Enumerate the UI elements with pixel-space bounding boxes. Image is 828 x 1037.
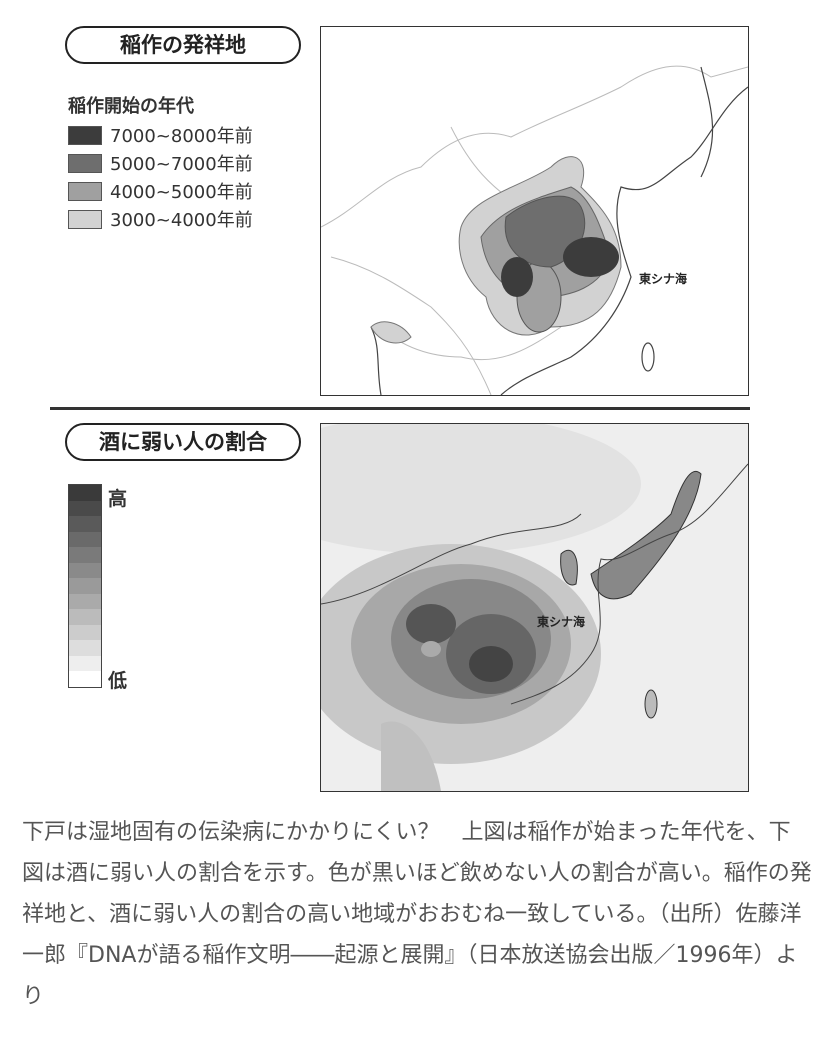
legend-title: 稲作開始の年代 (68, 96, 194, 117)
alcohol-sensitivity-map: 東シナ海 (320, 423, 749, 792)
intensity-scale (68, 484, 102, 688)
scale-low-label: 低 (108, 670, 128, 692)
legend-label: 3000~4000年前 (110, 210, 253, 231)
legend-label: 7000~8000年前 (110, 126, 253, 147)
legend-swatch (68, 153, 102, 173)
bottom-panel-title: 酒に弱い人の割合 (65, 423, 301, 461)
legend-swatch (68, 181, 102, 201)
legend-item: 4000~5000年前 (68, 178, 253, 204)
sea-label: 東シナ海 (639, 271, 687, 286)
legend-item: 3000~4000年前 (68, 206, 253, 232)
legend-swatch (68, 209, 102, 229)
scale-high-label: 高 (108, 488, 128, 510)
legend-item: 5000~7000年前 (68, 150, 253, 176)
figure-caption: 下戸は湿地固有の伝染病にかかりにくい？ 上図は稲作が始まった年代を、下図は酒に弱… (22, 820, 812, 1009)
divider (50, 407, 750, 410)
legend-item: 7000~8000年前 (68, 122, 253, 148)
top-panel-title: 稲作の発祥地 (65, 26, 301, 64)
rice-origin-map: 東シナ海 (320, 26, 749, 396)
legend-swatch (68, 125, 102, 145)
legend-label: 4000~5000年前 (110, 182, 253, 203)
sea-label: 東シナ海 (537, 614, 585, 629)
legend-label: 5000~7000年前 (110, 154, 253, 175)
